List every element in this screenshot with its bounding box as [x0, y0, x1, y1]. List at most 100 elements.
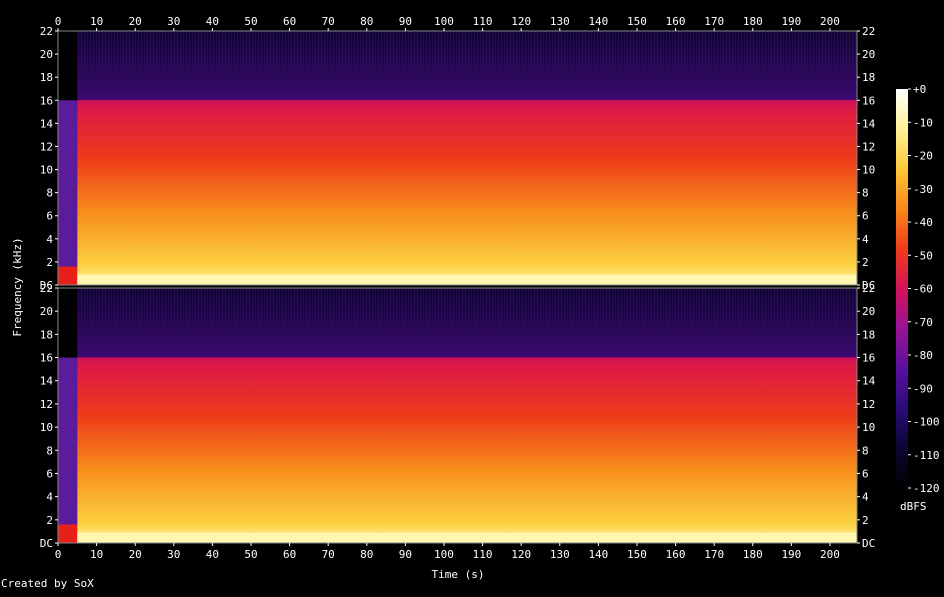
x-tick-label-top: 20 [129, 15, 142, 28]
x-tick-label-top: 160 [666, 15, 686, 28]
y-tick-label-ch2-right: 6 [862, 467, 869, 480]
created-by-credit: Created by SoX [1, 577, 94, 590]
x-tick-label-bottom: 60 [283, 548, 296, 561]
x-tick-label-bottom: 0 [55, 548, 62, 561]
y-tick-label-ch1-right: 10 [862, 164, 875, 177]
x-tick-label-top: 70 [322, 15, 335, 28]
x-tick-label-top: 170 [704, 15, 724, 28]
y-tick-label-ch2-right: 20 [862, 305, 875, 318]
colorbar-tick-label: -10 [913, 116, 933, 129]
colorbar-gradient [896, 89, 908, 488]
x-tick-label-top: 10 [90, 15, 103, 28]
y-tick-label-ch2-left: DC [40, 537, 53, 550]
colorbar-unit-label: dBFS [900, 500, 927, 513]
y-tick-label-ch1-left: 18 [40, 71, 53, 84]
x-tick-label-bottom: 130 [550, 548, 570, 561]
x-tick-label-bottom: 10 [90, 548, 103, 561]
x-tick-label-bottom: 80 [360, 548, 373, 561]
x-tick-label-bottom: 140 [588, 548, 608, 561]
x-tick-label-bottom: 190 [781, 548, 801, 561]
colorbar-tick-label: -120 [913, 482, 940, 495]
y-tick-label-ch1-right: 22 [862, 25, 875, 38]
y-tick-label-ch2-left: 10 [40, 421, 53, 434]
channel-1-spectrogram [58, 31, 858, 285]
y-tick-label-ch2-left: 16 [40, 352, 53, 365]
x-tick-label-bottom: 180 [743, 548, 763, 561]
y-tick-label-ch1-left: 4 [46, 233, 53, 246]
y-tick-label-ch1-right: 8 [862, 187, 869, 200]
y-tick-label-ch1-left: 14 [40, 117, 54, 130]
y-tick-label-ch1-right: 16 [862, 94, 875, 107]
y-tick-label-ch2-right: 12 [862, 398, 875, 411]
y-tick-label-ch1-left: 16 [40, 94, 53, 107]
y-tick-label-ch2-left: 2 [46, 514, 53, 527]
x-tick-label-bottom: 20 [129, 548, 142, 561]
x-tick-label-bottom: 30 [167, 548, 180, 561]
x-tick-label-top: 30 [167, 15, 180, 28]
colorbar-tick-label: -20 [913, 150, 933, 163]
colorbar-tick-label: -80 [913, 349, 933, 362]
x-tick-label-top: 190 [781, 15, 801, 28]
y-tick-label-ch2-left: 4 [46, 491, 53, 504]
colorbar-tick-label: -90 [913, 382, 933, 395]
y-tick-label-ch2-right: 22 [862, 282, 875, 295]
colorbar-tick-label: -50 [913, 249, 933, 262]
x-tick-label-top: 60 [283, 15, 296, 28]
colorbar-tick-label: -30 [913, 183, 933, 196]
channel-2-spectrogram [58, 288, 858, 543]
colorbar-tick-label: -40 [913, 216, 933, 229]
y-tick-label-ch1-right: 6 [862, 210, 869, 223]
x-tick-label-top: 200 [820, 15, 840, 28]
y-tick-label-ch2-left: 6 [46, 467, 53, 480]
y-tick-label-ch1-left: 22 [40, 25, 53, 38]
x-tick-label-top: 140 [588, 15, 608, 28]
y-tick-label-ch2-left: 18 [40, 328, 53, 341]
x-tick-label-bottom: 120 [511, 548, 531, 561]
y-tick-label-ch2-left: 22 [40, 282, 53, 295]
y-tick-label-ch1-left: 8 [46, 187, 53, 200]
y-tick-label-ch1-right: DC [862, 279, 875, 292]
y-tick-label-ch1-left: 10 [40, 164, 53, 177]
x-tick-label-bottom: 160 [666, 548, 686, 561]
x-tick-label-top: 110 [473, 15, 493, 28]
x-tick-label-top: 40 [206, 15, 219, 28]
y-tick-label-ch2-left: 8 [46, 444, 53, 457]
y-tick-label-ch2-left: 14 [40, 375, 54, 388]
y-axis-title: Frequency (kHz) [11, 237, 24, 336]
x-tick-label-bottom: 90 [399, 548, 412, 561]
x-tick-label-top: 150 [627, 15, 647, 28]
y-tick-label-ch1-left: DC [40, 279, 53, 292]
y-tick-label-ch2-right: 14 [862, 375, 876, 388]
y-tick-label-ch1-right: 12 [862, 140, 875, 153]
x-tick-label-top: 180 [743, 15, 763, 28]
x-tick-label-bottom: 200 [820, 548, 840, 561]
x-tick-label-bottom: 100 [434, 548, 454, 561]
x-tick-label-bottom: 50 [244, 548, 257, 561]
x-tick-label-bottom: 40 [206, 548, 219, 561]
x-tick-label-top: 100 [434, 15, 454, 28]
y-tick-label-ch1-left: 2 [46, 256, 53, 269]
colorbar-tick-label: -110 [913, 449, 940, 462]
y-tick-label-ch2-left: 12 [40, 398, 53, 411]
colorbar-tick-label: -60 [913, 283, 933, 296]
x-axis-title: Time (s) [432, 568, 485, 581]
colorbar-tick-label: -100 [913, 416, 940, 429]
colorbar-tick-label: +0 [913, 83, 926, 96]
y-tick-label-ch2-right: 2 [862, 514, 869, 527]
y-tick-label-ch1-right: 4 [862, 233, 869, 246]
y-tick-label-ch2-right: DC [862, 537, 875, 550]
y-tick-label-ch2-left: 20 [40, 305, 53, 318]
x-tick-label-top: 120 [511, 15, 531, 28]
y-tick-label-ch2-right: 4 [862, 491, 869, 504]
x-tick-label-bottom: 150 [627, 548, 647, 561]
x-tick-label-top: 90 [399, 15, 412, 28]
x-tick-label-top: 80 [360, 15, 373, 28]
y-tick-label-ch2-right: 18 [862, 328, 875, 341]
x-tick-label-bottom: 170 [704, 548, 724, 561]
colorbar-tick-label: -70 [913, 316, 933, 329]
x-tick-label-top: 0 [55, 15, 62, 28]
x-tick-label-top: 50 [244, 15, 257, 28]
y-tick-label-ch2-right: 10 [862, 421, 875, 434]
